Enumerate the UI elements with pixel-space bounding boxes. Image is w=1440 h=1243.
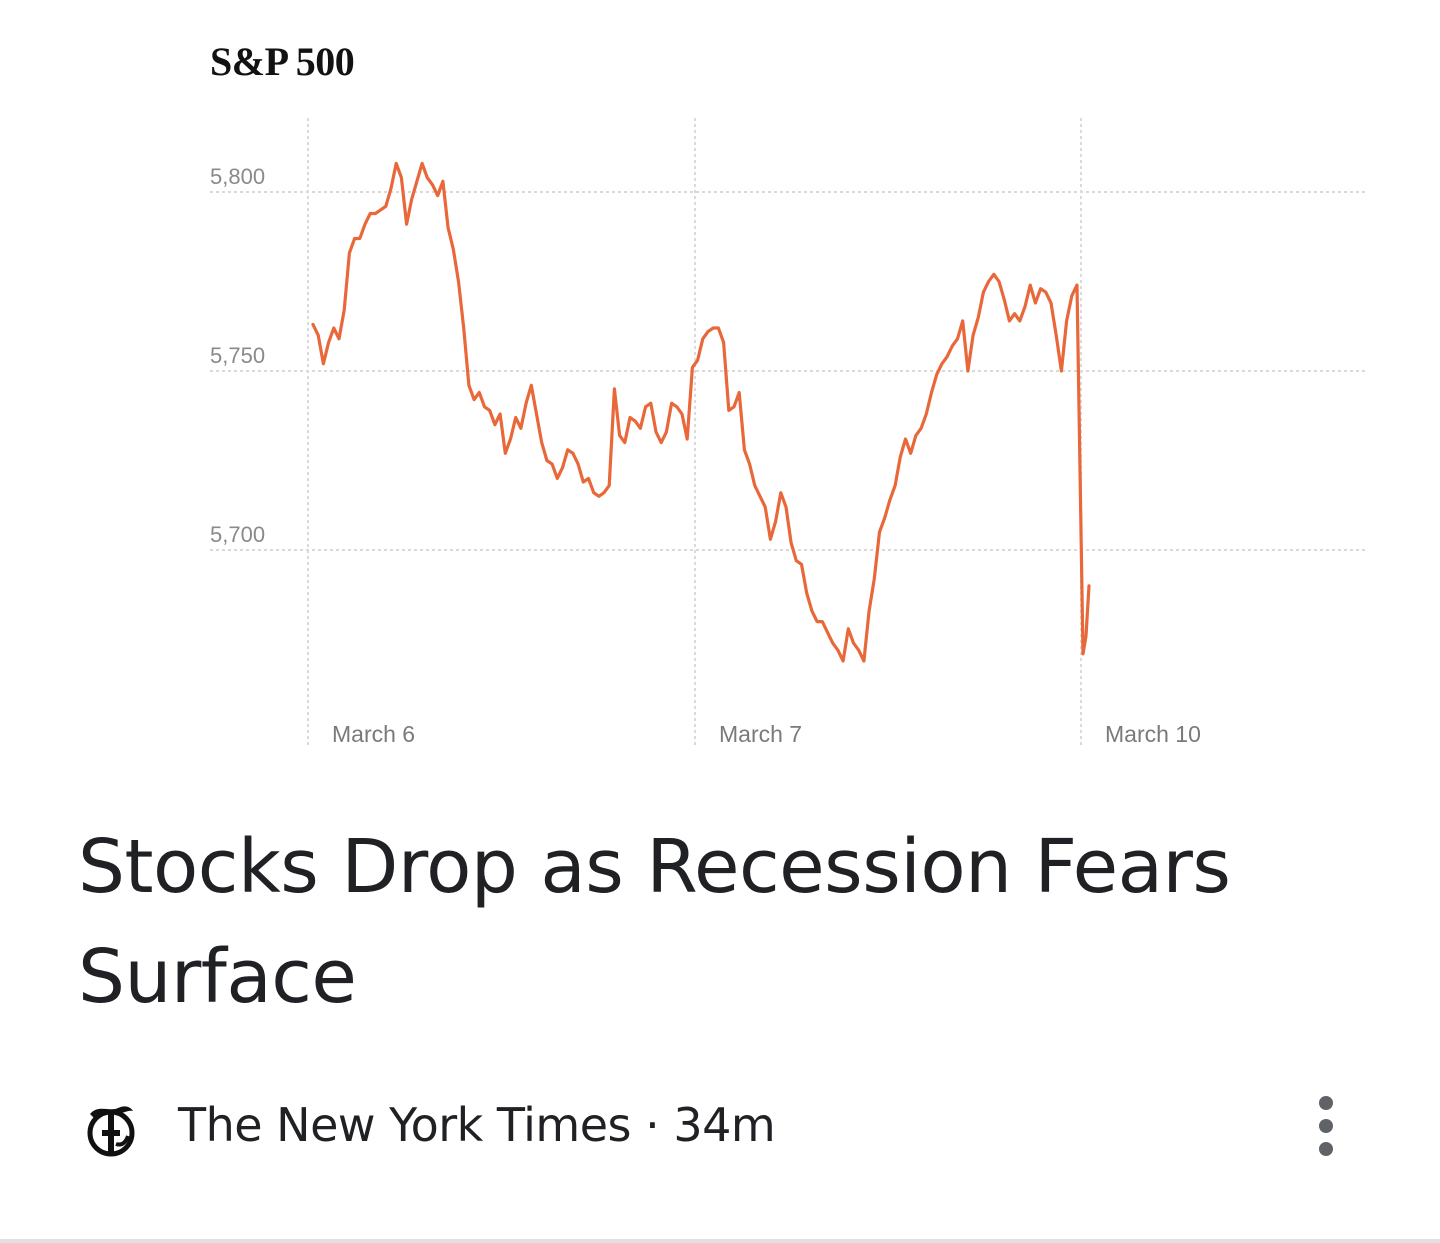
x-tick-label: March 7 — [719, 721, 802, 747]
card-divider — [0, 1239, 1440, 1243]
more-vert-icon — [1319, 1096, 1333, 1110]
more-options-button[interactable] — [1300, 1090, 1352, 1162]
x-tick-label: March 10 — [1105, 721, 1201, 747]
sp500-line-chart: 5,700 5,750 5,800 March 6 March 7 March 10 — [210, 118, 1365, 747]
article-age: 34m — [673, 1098, 776, 1152]
y-tick-label: 5,700 — [210, 522, 265, 547]
sp500-series-line — [311, 161, 1091, 663]
y-tick-label: 5,750 — [210, 343, 265, 368]
source-meta: The New York Times · 34m — [178, 1098, 776, 1152]
source-row: The New York Times · 34m — [0, 1090, 1440, 1170]
more-vert-icon-dot — [1319, 1142, 1333, 1156]
more-vert-icon-dot — [1319, 1119, 1333, 1133]
meta-separator: · — [630, 1098, 674, 1152]
chart-title: S&P 500 — [210, 39, 355, 84]
x-tick-label: March 6 — [332, 721, 415, 747]
source-name[interactable]: The New York Times — [178, 1098, 631, 1152]
chart-image[interactable]: S&P 500 5,700 5,750 5,800 March 6 March 7 Mar… — [0, 0, 1440, 790]
headline[interactable]: Stocks Drop as Recession Fears Surface — [78, 824, 1231, 1020]
y-tick-label: 5,800 — [210, 164, 265, 189]
nyt-logo-icon — [87, 1106, 135, 1157]
